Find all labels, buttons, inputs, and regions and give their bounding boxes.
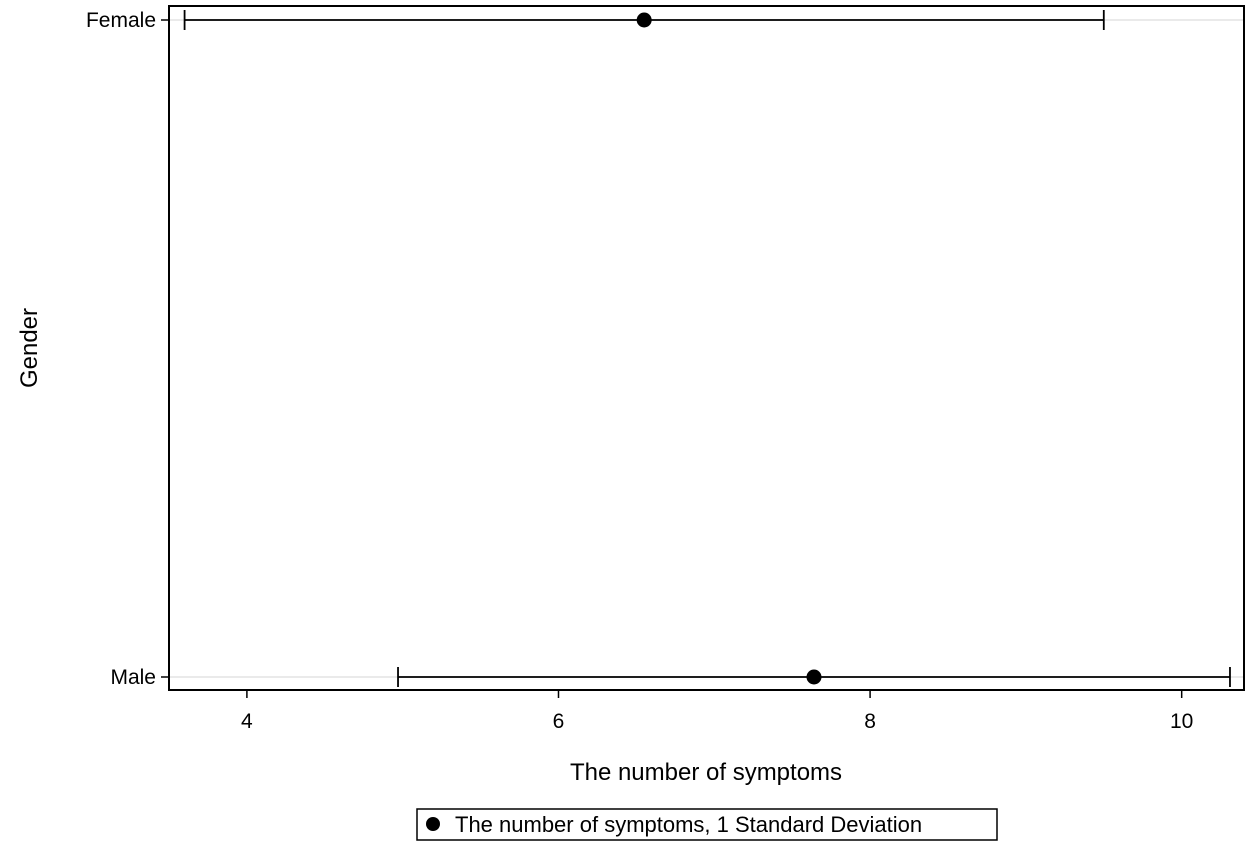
x-tick-label-10: 10 [1170, 710, 1193, 733]
x-tick-label-4: 4 [241, 710, 253, 733]
x-tick-label-6: 6 [553, 710, 565, 733]
legend-marker [426, 817, 440, 831]
legend: The number of symptoms, 1 Standard Devia… [416, 808, 998, 841]
plot-frame [168, 5, 1245, 691]
gridlines [169, 19, 1244, 678]
x-axis: 4 6 8 10 [241, 690, 1193, 733]
y-tick-label-male: Male [110, 666, 156, 689]
x-tick-label-8: 8 [864, 710, 876, 733]
y-axis-title: Gender [16, 308, 43, 388]
y-tick-label-female: Female [86, 9, 156, 32]
y-axis: Female Male [86, 9, 169, 689]
legend-label: The number of symptoms, 1 Standard Devia… [455, 812, 922, 837]
x-axis-title: The number of symptoms [570, 759, 842, 786]
legend-box [416, 808, 998, 841]
series [183, 10, 1231, 687]
mean-marker-female [636, 12, 652, 28]
mean-marker-male [806, 669, 822, 685]
